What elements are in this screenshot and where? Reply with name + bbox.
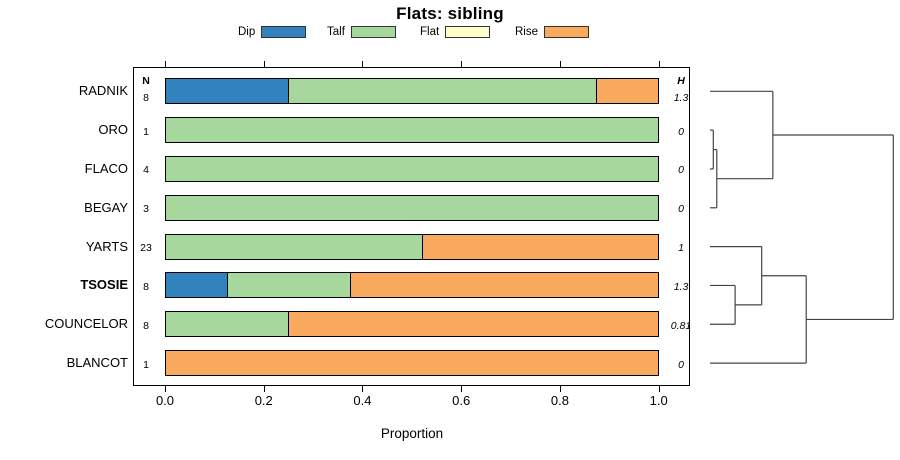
h-value: 1.3: [673, 280, 689, 293]
row-label: COUNCELOR: [44, 316, 128, 332]
row-label: ORO: [98, 122, 128, 138]
x-tick-label: 0.8: [550, 393, 569, 408]
legend-item: Talf: [327, 25, 396, 39]
n-value: 8: [143, 280, 149, 293]
legend-label: Talf: [327, 26, 345, 38]
bar-segment-talf: [227, 273, 351, 298]
h-value: 1.3: [673, 92, 689, 105]
legend-label: Flat: [420, 26, 440, 38]
n-value: 23: [140, 242, 152, 255]
legend-item: Flat: [420, 25, 491, 39]
bar-segment-rise: [166, 351, 658, 376]
x-tick-bottom: [263, 386, 265, 392]
n-value: 4: [143, 164, 149, 177]
legend-swatch: [544, 26, 590, 38]
bar-segment-rise: [350, 273, 658, 298]
bar-segment-rise: [596, 79, 658, 104]
legend-swatch: [350, 26, 396, 38]
legend-item: Rise: [515, 25, 590, 39]
n-value: 1: [143, 358, 149, 371]
row-label: BEGAY: [84, 199, 128, 215]
x-tick-top: [559, 61, 561, 67]
bar: [165, 78, 659, 105]
x-tick-top: [461, 61, 463, 67]
h-value: 0: [678, 164, 684, 177]
legend-label: Rise: [515, 26, 539, 38]
n-value: 8: [143, 92, 149, 105]
bar-segment-talf: [166, 234, 423, 259]
x-tick-label: 1.0: [649, 393, 668, 408]
x-tick-label: 0.6: [452, 393, 471, 408]
legend-swatch: [261, 26, 307, 38]
bar: [165, 117, 659, 144]
bar: [165, 155, 659, 182]
n-column-header: N: [142, 74, 150, 87]
x-tick-top: [658, 61, 660, 67]
legend-swatch: [445, 26, 491, 38]
x-tick-label: 0.2: [254, 393, 273, 408]
x-tick-bottom: [165, 386, 166, 392]
x-tick-bottom: [658, 386, 660, 392]
bar: [165, 311, 659, 338]
h-value: 0: [678, 203, 684, 216]
bar-segment-talf: [289, 79, 597, 104]
h-column-header: H: [677, 74, 685, 87]
x-tick-bottom: [461, 386, 463, 392]
x-tick-label: 0.0: [155, 393, 175, 408]
h-value: 0: [678, 358, 684, 371]
bar: [165, 272, 659, 299]
row-label: YARTS: [85, 238, 128, 254]
row-label: TSOSIE: [80, 277, 128, 293]
legend-label: Dip: [238, 26, 256, 38]
x-tick-top: [165, 61, 166, 67]
x-tick-bottom: [559, 386, 561, 392]
bar-segment-talf: [166, 156, 658, 181]
chart-title: Flats: sibling: [396, 4, 504, 23]
bar: [165, 233, 659, 260]
bar-segment-rise: [422, 234, 658, 259]
row-label: FLACO: [84, 160, 128, 176]
x-axis-label: Proportion: [380, 426, 444, 441]
row-label: RADNIK: [78, 83, 128, 99]
n-value: 3: [143, 203, 149, 216]
h-value: 0: [678, 125, 684, 138]
x-tick-top: [362, 61, 364, 67]
n-value: 1: [143, 125, 149, 138]
n-value: 8: [143, 319, 149, 332]
h-value: 0.81: [670, 319, 692, 332]
x-tick-label: 0.4: [353, 393, 372, 408]
plot-area: [133, 67, 690, 386]
bar-segment-rise: [289, 312, 658, 337]
bar-segment-dip: [166, 273, 228, 298]
bar-segment-talf: [166, 195, 658, 220]
x-tick-top: [263, 61, 265, 67]
bar-segment-dip: [166, 79, 289, 104]
legend-item: Dip: [238, 25, 307, 39]
bar-segment-talf: [166, 312, 289, 337]
bar: [165, 194, 659, 221]
row-label: BLANCOT: [66, 355, 128, 371]
h-value: 1: [678, 242, 684, 255]
bar: [165, 350, 659, 377]
bar-segment-talf: [166, 118, 658, 143]
x-tick-bottom: [362, 386, 364, 392]
